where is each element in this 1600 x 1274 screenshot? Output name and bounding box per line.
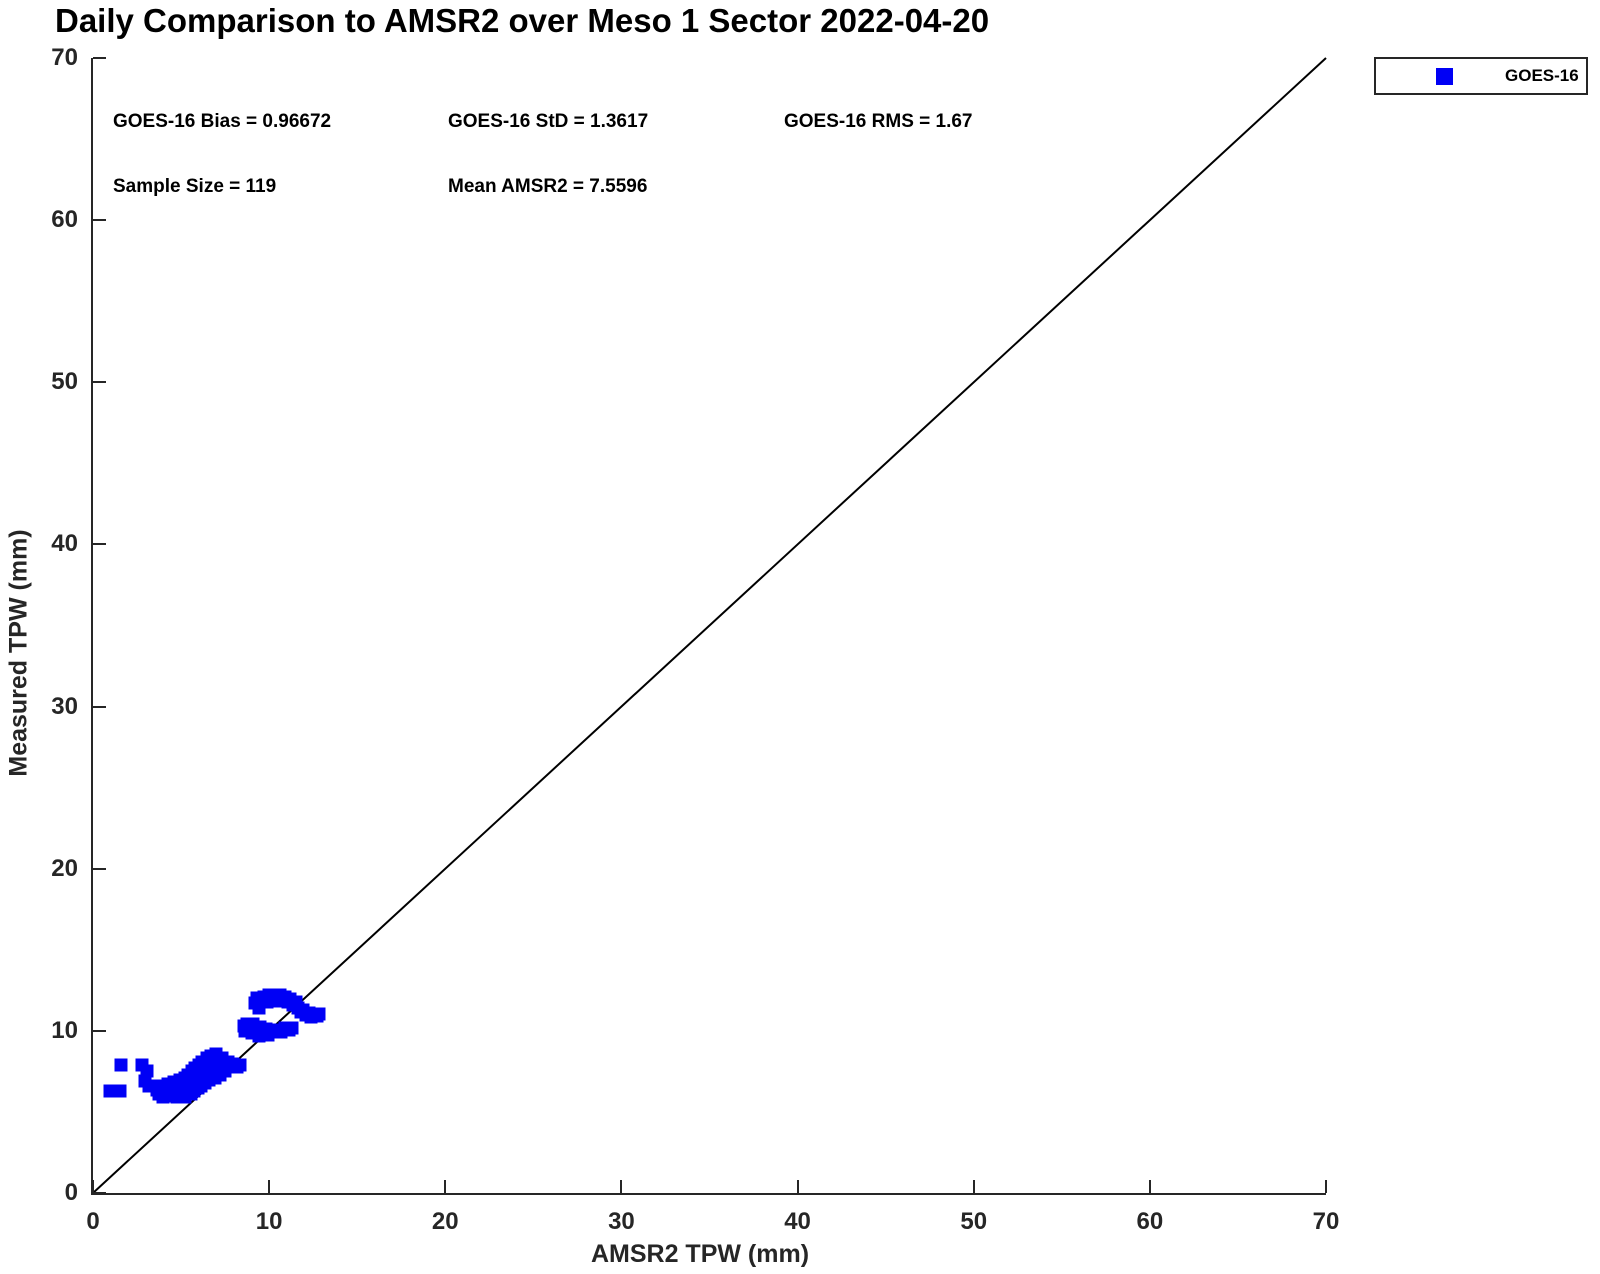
y-tick-label: 70 [51,44,78,71]
chart-title: Daily Comparison to AMSR2 over Meso 1 Se… [55,2,990,39]
y-tick-label: 50 [51,368,78,396]
stat-sample-size: Sample Size = 119 [113,176,277,197]
stat-mean-amsr2: Mean AMSR2 = 7.5596 [448,176,648,197]
y-tick [93,543,106,546]
y-tick [93,1029,106,1032]
x-axis-label: AMSR2 TPW (mm) [590,1240,810,1268]
y-tick-label: 40 [51,530,78,558]
y-tick-label: 0 [64,1179,78,1206]
x-tick-label: 0 [86,1208,100,1235]
y-tick-label: 20 [51,854,78,882]
y-tick [93,219,106,222]
x-tick [268,1180,271,1193]
x-tick [796,1180,799,1193]
data-point [233,1058,247,1072]
y-tick-label: 30 [51,692,78,720]
legend-label: GOES-16 [1505,66,1579,85]
y-tick-label: 60 [51,206,78,234]
x-tick-label: 40 [784,1208,811,1235]
x-tick-label: 60 [1136,1208,1164,1235]
data-point [114,1058,128,1072]
x-tick [1325,1180,1327,1193]
plot-area: 0 10 20 30 40 50 60 70 0 10 20 30 40 50 60 70 [51,44,1339,1235]
data-point [312,1007,326,1021]
stat-bias: GOES-16 Bias = 0.96672 [113,111,332,132]
y-tick [93,867,106,870]
x-tick [444,1180,447,1193]
x-tick [1148,1180,1151,1193]
plot-inner: 0 10 20 30 40 50 60 70 0 10 20 30 40 50 60 70 [51,44,1339,1235]
x-tick [620,1180,623,1193]
x-tick-label: 30 [608,1208,635,1235]
y-tick [93,705,106,708]
stat-std: GOES-16 StD = 1.3617 [448,111,649,132]
y-tick [93,381,106,384]
data-point [285,1021,299,1035]
y-tick [93,1192,106,1194]
legend: GOES-16 [1374,57,1588,95]
x-tick-label: 50 [960,1208,988,1235]
y-tick [93,57,106,59]
y-axis-label: Measured TPW (mm) [4,529,33,777]
x-tick-label: 10 [255,1208,283,1235]
x-tick-label: 20 [431,1208,459,1235]
x-tick [972,1180,975,1193]
data-point [103,1084,117,1098]
x-tick [92,1180,94,1193]
data-point [140,1064,154,1078]
legend-marker-square-icon [1436,67,1453,85]
y-tick-label: 10 [51,1016,78,1044]
x-tick-label: 70 [1312,1208,1340,1235]
stat-rms: GOES-16 RMS = 1.67 [784,111,973,132]
data-point [113,1084,127,1098]
